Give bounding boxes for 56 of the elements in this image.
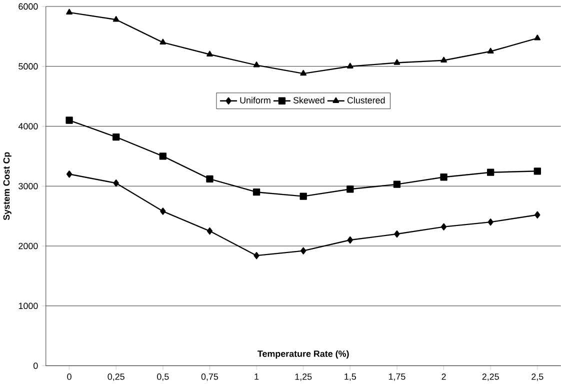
point	[254, 252, 260, 260]
point	[440, 56, 447, 62]
x-tick-label: 0	[67, 373, 72, 380]
x-tick-label: 0,75	[201, 373, 218, 381]
legend-label: Clustered	[347, 96, 385, 104]
point	[440, 223, 447, 230]
point	[160, 38, 166, 44]
point	[487, 168, 494, 176]
point	[300, 247, 306, 254]
y-tick-label: 5000	[18, 63, 38, 70]
point	[252, 188, 260, 196]
x-tick-label: 2	[442, 373, 446, 380]
point	[534, 167, 541, 175]
y-tick-label: 2000	[18, 242, 38, 250]
point	[300, 192, 307, 200]
point	[300, 70, 307, 76]
x-tick-label: 1,75	[388, 373, 406, 381]
point	[66, 116, 73, 124]
point	[160, 208, 166, 215]
point	[534, 211, 540, 218]
y-tick-label: 1000	[18, 302, 38, 309]
point	[346, 62, 354, 68]
x-tick-label: 2,5	[532, 373, 544, 381]
point	[112, 133, 120, 140]
point	[394, 230, 400, 238]
point	[394, 59, 400, 65]
x-axis-title: Temperature Rate (%)	[258, 350, 349, 359]
point	[487, 48, 494, 54]
point	[159, 152, 166, 160]
legend-label: Skewed	[293, 96, 324, 104]
point	[346, 185, 354, 193]
point	[112, 16, 120, 22]
point	[347, 236, 353, 244]
point	[206, 227, 213, 235]
x-tick-label: 2,25	[482, 373, 499, 381]
point	[440, 173, 448, 181]
y-tick-label: 3000	[18, 182, 38, 190]
y-axis-title: System Cost Cp	[3, 152, 12, 220]
x-tick-label: 1,25	[295, 373, 312, 381]
x-tick-label: 0,25	[108, 373, 124, 381]
point	[113, 179, 119, 187]
point	[206, 175, 214, 182]
legend-label: Uniform	[240, 96, 270, 104]
y-tick-label: 0	[34, 362, 38, 369]
y-tick-label: 4000	[18, 122, 38, 130]
point	[253, 61, 260, 68]
point	[393, 180, 401, 188]
x-tick-label: 0,5	[157, 373, 169, 381]
y-tick-label: 6000	[18, 3, 38, 10]
point	[488, 218, 494, 226]
point	[66, 170, 72, 178]
point	[534, 34, 541, 40]
x-tick-label: 1,5	[344, 373, 356, 381]
point	[206, 50, 213, 56]
point	[66, 8, 72, 14]
x-tick-label: 1	[254, 373, 259, 380]
